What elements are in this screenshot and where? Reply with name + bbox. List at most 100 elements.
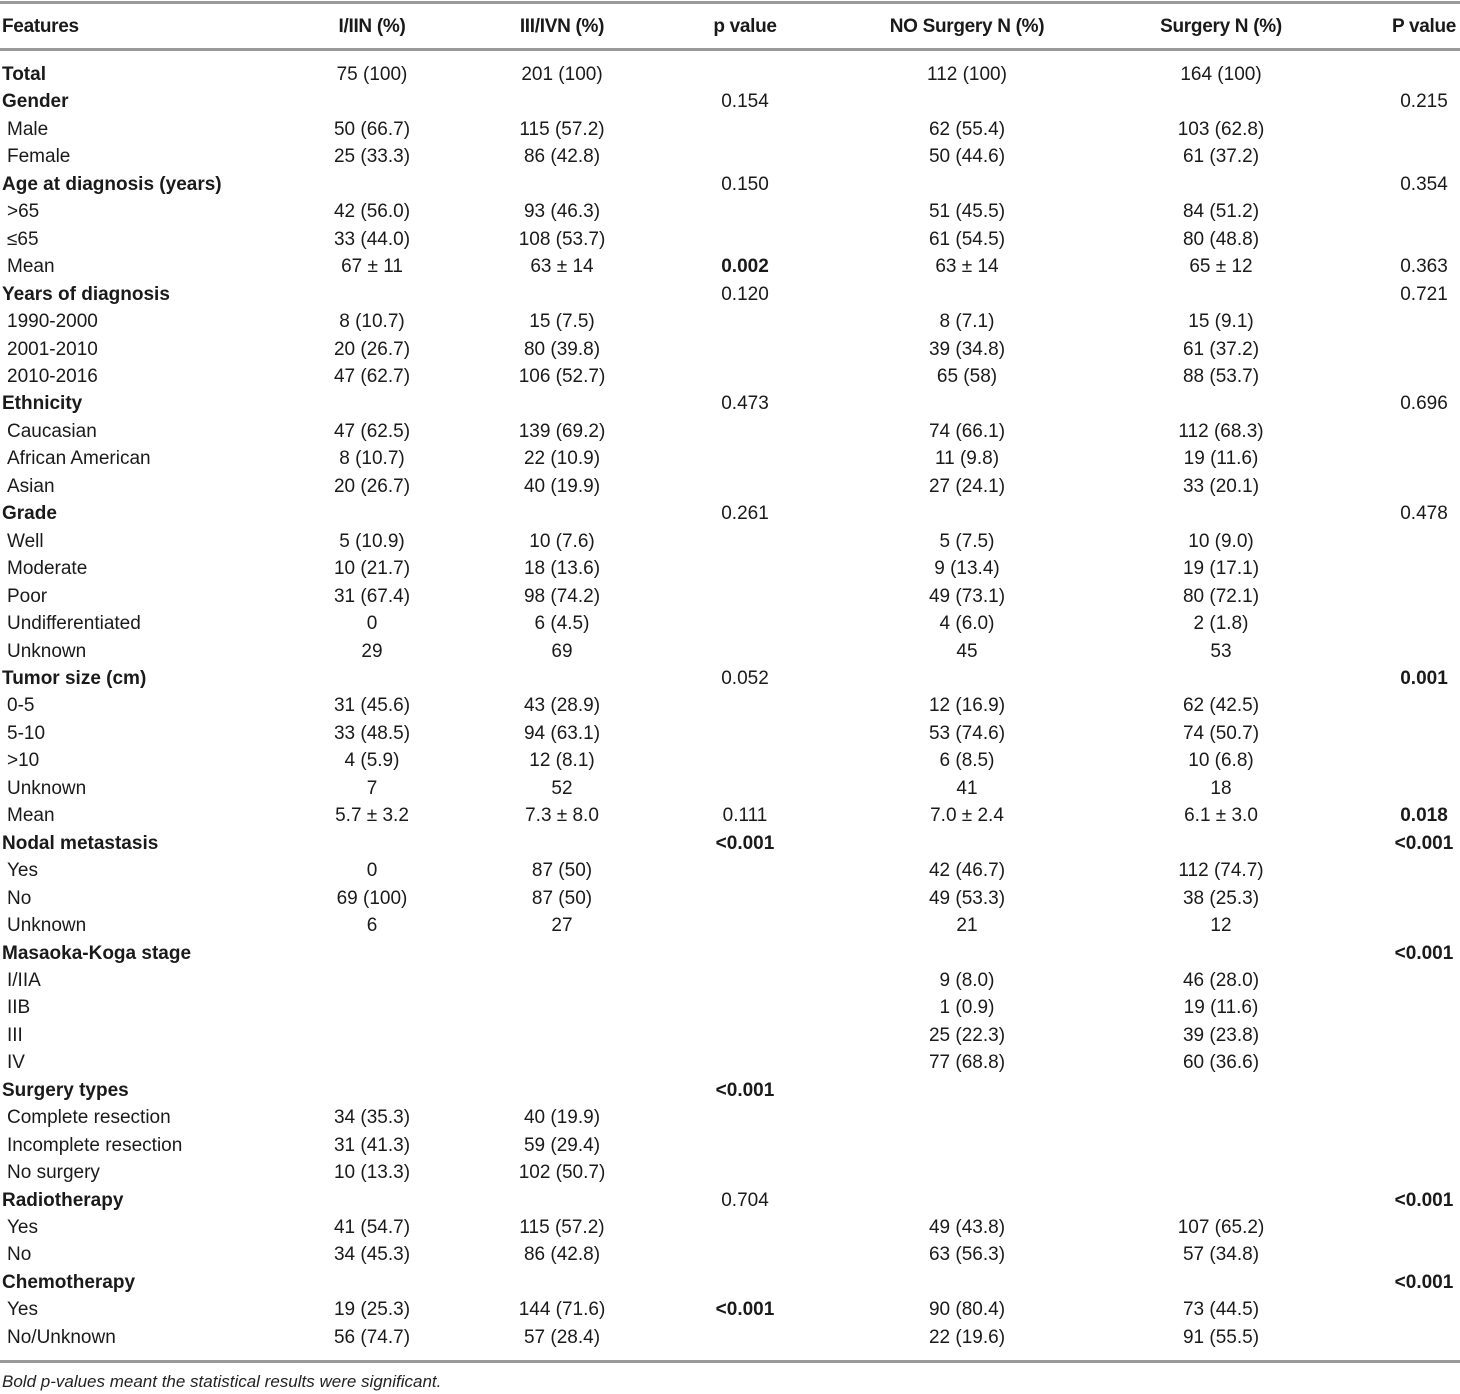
cell-p-value: 0.002: [721, 256, 769, 278]
cell-p-value: <0.001: [715, 832, 775, 854]
cell-surgery: 74 (50.7): [1182, 722, 1260, 744]
category-row: Gender 0.154 0.215: [0, 88, 1460, 115]
cell-no-surgery: 7.0 ± 2.4: [930, 805, 1004, 827]
cell-i-iin: [300, 1187, 444, 1214]
cell-no-surgery: 42 (46.7): [928, 860, 1006, 882]
cell-p-value: [680, 638, 810, 665]
cell-p-value-surgery: <0.001: [1394, 942, 1454, 964]
cell-iii-ivn: [444, 1187, 680, 1214]
row-label: African American: [7, 448, 151, 470]
column-header-i-iin: I/IIN (%): [338, 16, 406, 37]
cell-p-value-surgery: [1318, 1049, 1460, 1076]
cell-surgery: 80 (72.1): [1182, 585, 1260, 607]
cell-i-iin: [300, 171, 444, 198]
table-row: 1990-2000 8 (10.7) 15 (7.5) 8 (7.1) 15 (9.1): [0, 308, 1460, 335]
cell-p-value: 0.473: [721, 393, 769, 415]
cell-iii-ivn: 108 (53.7): [518, 228, 606, 250]
cell-surgery: 19 (11.6): [1183, 997, 1259, 1019]
row-label: Caucasian: [7, 420, 97, 442]
cell-i-iin: 10 (21.7): [333, 558, 411, 580]
cell-iii-ivn: 115 (57.2): [519, 118, 605, 140]
category-row: Years of diagnosis 0.120 0.721: [0, 281, 1460, 308]
cell-p-value: [680, 336, 810, 363]
spacer: [0, 50, 1460, 61]
cell-p-value-surgery: [1318, 473, 1460, 500]
cell-iii-ivn: [444, 390, 680, 417]
category-row: Ethnicity 0.473 0.696: [0, 390, 1460, 417]
cell-i-iin: [300, 1049, 444, 1076]
cell-surgery: 57 (34.8): [1182, 1244, 1260, 1266]
cell-surgery: 15 (9.1): [1188, 311, 1254, 333]
category-row: Grade 0.261 0.478: [0, 500, 1460, 527]
row-label: >10: [7, 750, 40, 772]
row-label: Undifferentiated: [7, 613, 141, 635]
cell-p-value-surgery: [1318, 610, 1460, 637]
category-row: Tumor size (cm) 0.052 0.001: [0, 665, 1460, 692]
cell-no-surgery: 4 (6.0): [939, 613, 995, 635]
cell-i-iin: 0: [366, 860, 378, 882]
cell-p-value: <0.001: [715, 1079, 775, 1101]
cell-i-iin: 19 (25.3): [333, 1299, 411, 1321]
column-header-surgery: Surgery N (%): [1160, 16, 1282, 37]
cell-no-surgery: 65 (58): [936, 365, 998, 387]
cell-p-value: [680, 555, 810, 582]
cell-surgery: [1124, 1269, 1318, 1296]
row-label: Female: [7, 146, 71, 168]
table-row: Unknown 7 52 41 18: [0, 775, 1460, 802]
cell-no-surgery: 8 (7.1): [939, 311, 995, 333]
cell-i-iin: 29: [361, 640, 383, 662]
cell-p-value: [680, 308, 810, 335]
cell-i-iin: [300, 830, 444, 857]
cell-surgery: 164 (100): [1180, 64, 1262, 85]
cell-surgery: 65 ± 12: [1189, 256, 1253, 278]
cell-p-value: [680, 1214, 810, 1241]
cell-p-value: [680, 198, 810, 225]
cell-iii-ivn: 87 (50): [531, 887, 593, 909]
cell-iii-ivn: [444, 830, 680, 857]
row-label: Radiotherapy: [2, 1189, 124, 1211]
column-header-p-value-surgery: P value: [1391, 16, 1457, 37]
cell-p-value-surgery: 0.363: [1400, 256, 1448, 278]
cell-no-surgery: 112 (100): [927, 64, 1007, 85]
cell-i-iin: 56 (74.7): [333, 1326, 411, 1348]
row-label: 2001-2010: [7, 338, 98, 360]
row-label: Grade: [2, 503, 57, 525]
bottom-rule: [0, 1360, 1460, 1363]
row-label: No: [7, 887, 32, 909]
table-row: Moderate 10 (21.7) 18 (13.6) 9 (13.4) 19 (17…: [0, 555, 1460, 582]
cell-iii-ivn: 102 (50.7): [518, 1162, 606, 1184]
cell-surgery: [1124, 171, 1318, 198]
cell-i-iin: [300, 88, 444, 115]
cell-no-surgery: [810, 1159, 1124, 1186]
cell-surgery: 46 (28.0): [1182, 969, 1260, 991]
table-footnote: Bold p-values meant the statistical resu…: [2, 1372, 442, 1391]
cell-surgery: 73 (44.5): [1182, 1299, 1260, 1321]
cell-p-value-surgery: [1318, 1214, 1460, 1241]
cell-no-surgery: 12 (16.9): [928, 695, 1006, 717]
cell-surgery: [1124, 830, 1318, 857]
cell-no-surgery: [810, 1269, 1124, 1296]
cell-surgery: [1124, 1159, 1318, 1186]
cell-iii-ivn: 93 (46.3): [523, 201, 601, 223]
cell-surgery: 12: [1210, 915, 1232, 937]
cell-i-iin: 20 (26.7): [333, 475, 411, 497]
cell-iii-ivn: 10 (7.6): [529, 530, 595, 552]
cell-p-value-surgery: [1318, 116, 1460, 143]
table-header-row: Features I/IIN (%) III/IVN (%) p value NO Su…: [0, 4, 1460, 50]
cell-no-surgery: [810, 500, 1124, 527]
cell-surgery: 19 (11.6): [1183, 448, 1259, 470]
table-row: 2001-2010 20 (26.7) 80 (39.8) 39 (34.8) 61 (…: [0, 336, 1460, 363]
cell-no-surgery: [810, 1104, 1124, 1131]
row-label: Yes: [7, 1217, 38, 1239]
cell-no-surgery: 61 (54.5): [928, 228, 1006, 250]
cell-iii-ivn: [444, 967, 680, 994]
header-rule: [0, 48, 1460, 51]
cell-p-value-surgery: 0.001: [1400, 667, 1448, 689]
cell-i-iin: 25 (33.3): [333, 146, 411, 168]
row-label: Surgery types: [2, 1079, 129, 1101]
table-row: Yes 0 87 (50) 42 (46.7) 112 (74.7): [0, 857, 1460, 884]
cell-p-value-surgery: [1318, 226, 1460, 253]
cell-p-value: [680, 1241, 810, 1268]
row-label: Tumor size (cm): [2, 667, 147, 689]
cell-i-iin: 10 (13.3): [333, 1162, 411, 1184]
